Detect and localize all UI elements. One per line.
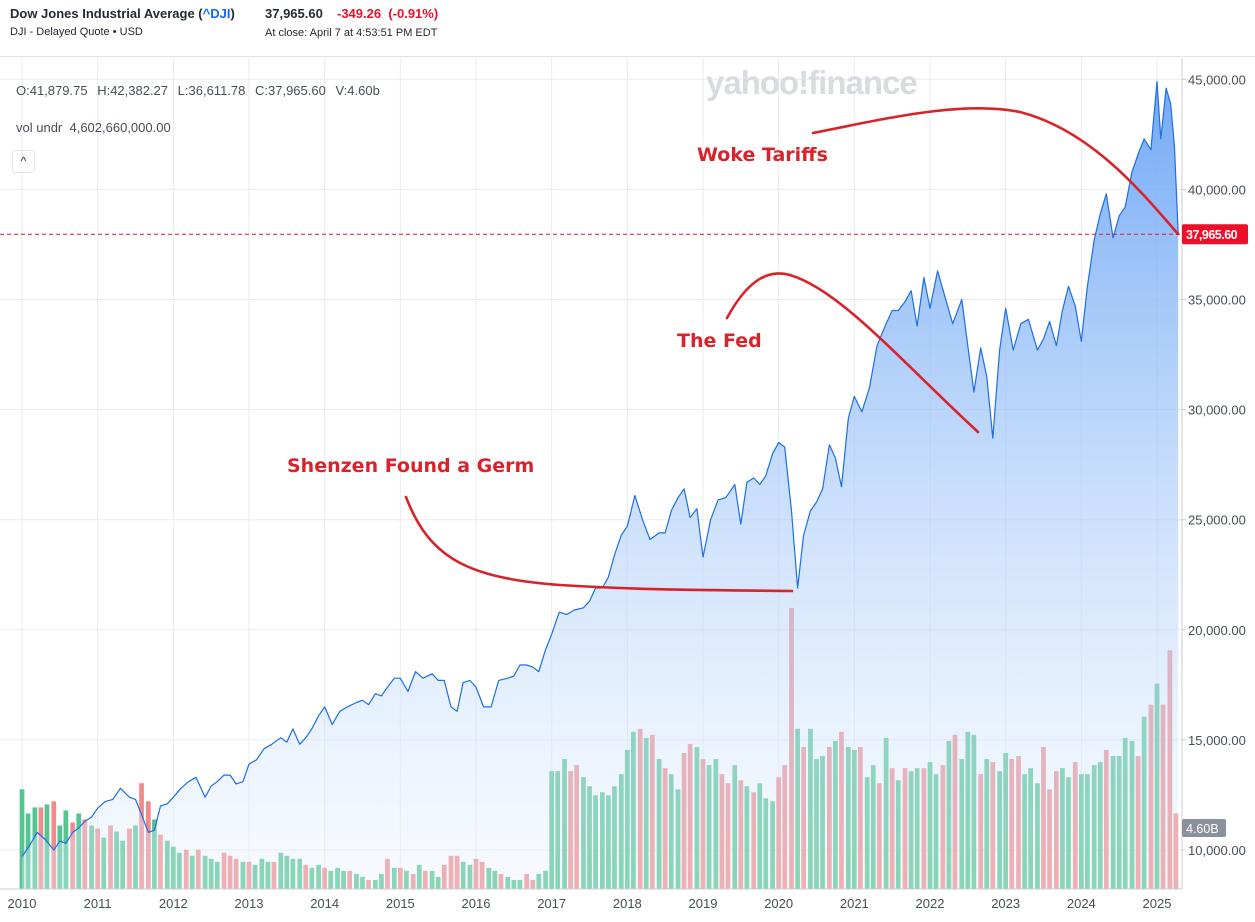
x-tick-label: 2014 — [310, 896, 339, 911]
last-price: 37,965.60 — [265, 6, 323, 21]
x-tick-label: 2016 — [462, 896, 491, 911]
y-tick-label: 35,000.00 — [1188, 293, 1246, 308]
x-tick-label: 2017 — [537, 896, 566, 911]
price-area — [21, 80, 1179, 889]
x-tick-label: 2011 — [84, 896, 112, 911]
close-info: At close: April 7 at 4:53:51 PM EDT — [265, 27, 438, 39]
y-tick-label: 25,000.00 — [1188, 513, 1246, 528]
annotation-woke: Woke Tariffs — [697, 144, 828, 166]
volume-bar — [51, 801, 57, 889]
ohlc-volume: V:4.60b — [335, 83, 380, 98]
x-tick-label: 2019 — [689, 896, 718, 911]
y-tick-label: 15,000.00 — [1188, 733, 1246, 748]
volume-tag-label: 4.60B — [1186, 822, 1219, 836]
x-tick-label: 2023 — [991, 896, 1020, 911]
annotation-curve-fed — [725, 272, 980, 434]
x-tick-label: 2024 — [1067, 896, 1096, 911]
axis-tags: 37,965.60 4.60B — [0, 224, 1248, 837]
volume-legend-value: 4,602,660,000.00 — [69, 120, 171, 135]
annotation-strokes — [404, 107, 1180, 593]
ohlc-high: H:42,382.27 — [97, 83, 169, 98]
x-tick-label: 2013 — [235, 896, 264, 911]
price-line — [21, 80, 1179, 857]
title-name: Dow Jones Industrial Average ( — [10, 6, 203, 21]
price-area-fill — [22, 81, 1179, 889]
x-tick-label: 2010 — [8, 896, 37, 911]
change-percent: (-0.91%) — [388, 6, 439, 21]
annotation-shenzen: Shenzen Found a Germ — [287, 455, 535, 477]
x-tick-label: 2022 — [916, 896, 945, 911]
volume-tag — [1182, 819, 1226, 837]
x-tick-label: 2021 — [840, 896, 869, 911]
ohlc-open: O:41,879.75 — [16, 83, 88, 98]
last-price-tag — [1182, 224, 1248, 245]
title-paren: ) — [230, 6, 235, 21]
last-price-tag-label: 37,965.60 — [1186, 228, 1238, 242]
quote-subtitle: DJI - Delayed Quote • USD — [10, 26, 143, 38]
volume-legend: vol undr 4,602,660,000.00 — [16, 120, 171, 135]
x-tick-label: 2025 — [1143, 896, 1172, 911]
title-symbol[interactable]: ^DJI — [202, 6, 231, 21]
chart-axes: 10,000.00 15,000.00 20,000.00 25,000.00 30,0… — [0, 58, 1246, 911]
x-tick-label: 2015 — [386, 896, 415, 911]
yahoo-finance-watermark: yahoo!finance — [706, 64, 918, 101]
quote-header: Dow Jones Industrial Average (^DJI) DJI … — [0, 0, 1255, 57]
ohlc-low: L:36,611.78 — [177, 83, 246, 98]
price-change: -349.26 (-0.91%) — [337, 6, 438, 21]
y-tick-label: 20,000.00 — [1188, 623, 1246, 638]
y-tick-label: 30,000.00 — [1188, 403, 1246, 418]
collapse-legend-button[interactable]: ^ — [12, 150, 35, 173]
x-tick-label: 2020 — [764, 896, 793, 911]
volume-bar — [19, 789, 25, 889]
y-tick-label: 10,000.00 — [1188, 843, 1246, 858]
y-tick-label: 45,000.00 — [1188, 72, 1246, 87]
ohlc-close: C:37,965.60 — [255, 83, 326, 98]
x-tick-label: 2012 — [159, 896, 188, 911]
quote-title: Dow Jones Industrial Average (^DJI) — [10, 6, 235, 21]
y-tick-label: 40,000.00 — [1188, 182, 1246, 197]
volume-legend-label: vol undr — [16, 120, 63, 135]
annotation-curve-shenzen — [404, 495, 794, 593]
change-value: -349.26 — [337, 6, 382, 21]
ohlc-legend: O:41,879.75 H:42,382.27 L:36,611.78 C:37… — [16, 83, 386, 98]
annotation-fed: The Fed — [677, 330, 762, 352]
x-tick-label: 2018 — [613, 896, 642, 911]
annotation-curve-woke — [811, 107, 1180, 236]
